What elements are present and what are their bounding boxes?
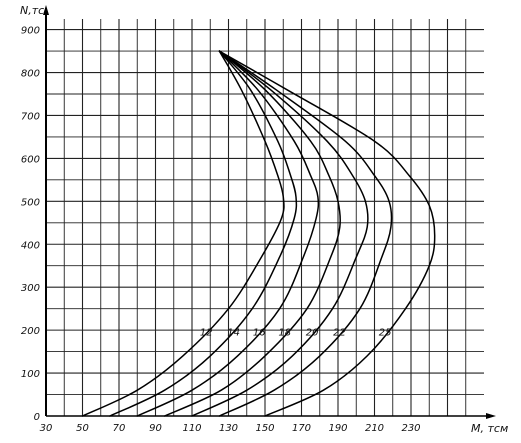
y-tick-label: 600 (21, 154, 40, 165)
y-tick-label: 100 (21, 369, 40, 380)
x-tick-label: 130 (219, 423, 238, 434)
y-tick-label: 900 (21, 26, 40, 37)
x-tick-label: 110 (182, 423, 201, 434)
curve-20 (191, 50, 369, 417)
tick-labels: 30 50 70 90 110 130 150 170 190 210 230 0 100 200 300 4… (21, 26, 421, 434)
x-tick-label: 70 (113, 423, 126, 434)
y-axis-arrow (43, 5, 49, 15)
x-tick-label: 90 (149, 423, 162, 434)
y-tick-label: 400 (21, 240, 40, 251)
x-tick-label: 230 (401, 423, 420, 434)
y-tick-label: 200 (21, 326, 40, 337)
curve-14 (109, 50, 298, 417)
y-tick-label: 300 (21, 283, 40, 294)
x-tick-label: 50 (76, 423, 89, 434)
curve-22 (218, 50, 393, 417)
curve-label-16: 16 (253, 328, 266, 339)
x-axis-arrow (486, 413, 496, 419)
curve-label-18: 18 (278, 328, 291, 339)
curve-18 (163, 50, 342, 417)
x-tick-label: 30 (40, 423, 53, 434)
axes (43, 5, 496, 419)
curve-label-12: 12 (200, 328, 213, 339)
y-tick-label: 500 (21, 197, 40, 208)
x-axis-label: M, тсм (471, 422, 508, 435)
curve-25 (218, 50, 436, 417)
curve-label-20: 20 (306, 328, 319, 339)
curve-label-25: 25 (379, 328, 392, 339)
x-tick-label: 190 (328, 423, 347, 434)
curve-12 (81, 50, 285, 417)
y-axis-label: N,тс (20, 4, 44, 17)
curve-label-22: 22 (333, 328, 346, 339)
x-tick-label: 150 (255, 423, 274, 434)
curves (81, 50, 436, 417)
y-tick-label: 0 (34, 412, 40, 423)
x-tick-label: 210 (365, 423, 384, 434)
x-tick-label: 170 (292, 423, 311, 434)
y-tick-label: 700 (21, 111, 40, 122)
y-tick-label: 800 (21, 69, 40, 80)
curve-label-14: 14 (227, 328, 240, 339)
curve-16 (136, 50, 320, 417)
curve-labels: 12 14 16 18 20 22 25 (200, 328, 392, 339)
